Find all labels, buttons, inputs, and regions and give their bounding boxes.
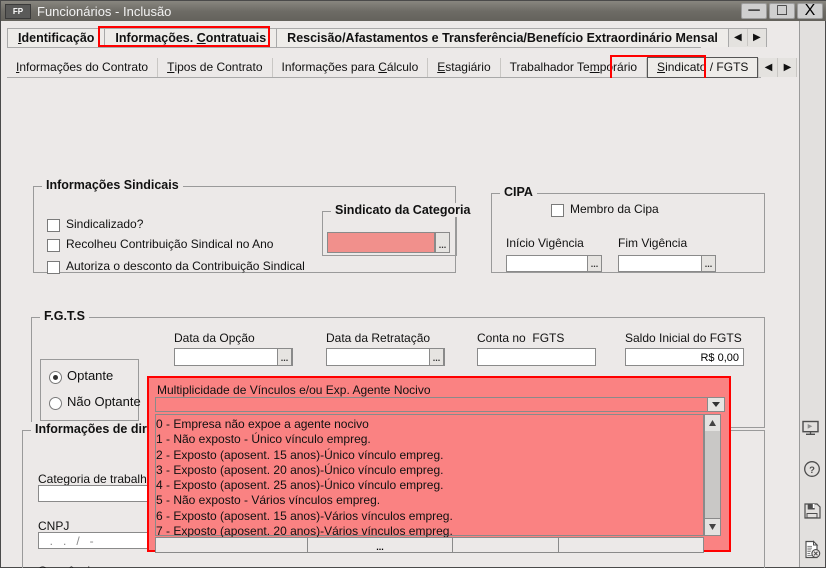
svg-text:?: ? [809,465,815,476]
